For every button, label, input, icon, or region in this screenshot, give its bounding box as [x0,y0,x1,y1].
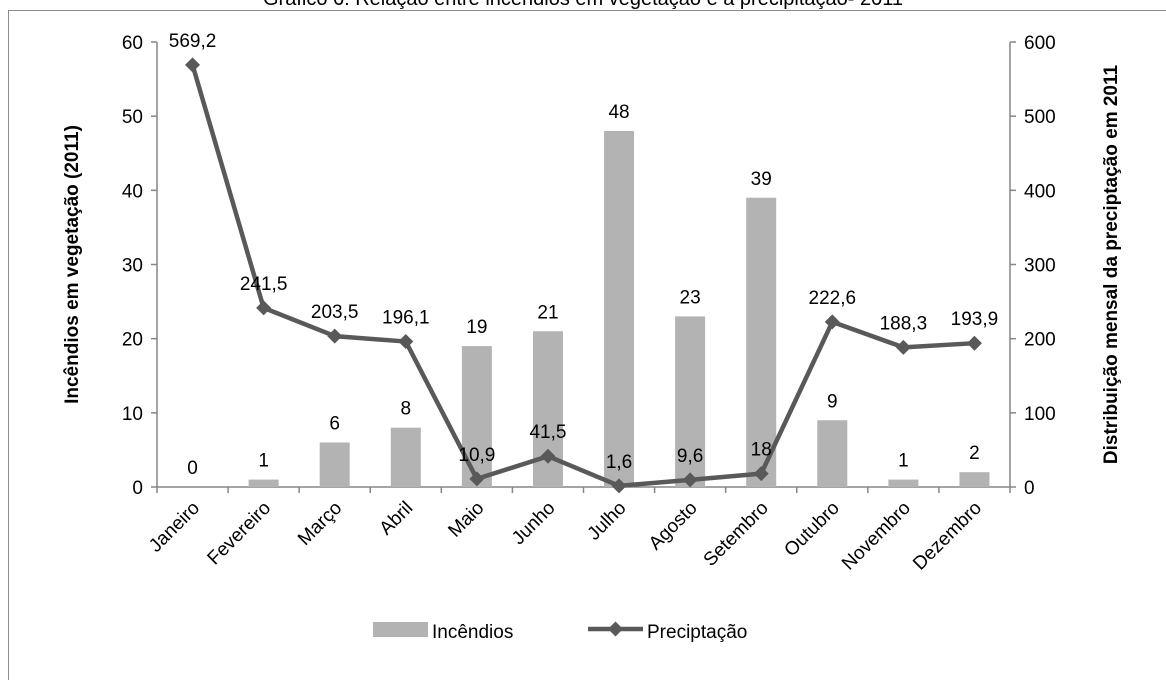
y-left-tick-label: 40 [122,181,143,202]
point-preciptacao [185,57,200,72]
line-data-label: 9,6 [677,446,703,467]
line-data-label: 41,5 [529,422,566,443]
bar-data-label: 1 [258,451,269,472]
y-right-tick-label: 300 [1024,256,1056,277]
y-left-tick-label: 30 [122,256,143,277]
x-category-label: Junho [508,498,559,549]
line-data-label: 203,5 [311,302,359,323]
legend: Incêndios Preciptação [373,622,747,644]
legend-label-preciptacao: Preciptação [647,622,747,643]
y-right-tick-label: 200 [1024,330,1056,351]
y-right-tick-label: 0 [1024,478,1035,499]
bar-incendios [604,131,634,487]
bar-data-label: 1 [898,451,909,472]
legend-swatch-incendios [373,622,428,637]
y-left-tick-label: 10 [122,404,143,425]
x-category-label: Julho [584,498,631,545]
line-data-label: 188,3 [880,313,928,334]
bar-incendios [249,480,279,487]
x-category-label: Maio [444,498,488,542]
x-category-label: Janeiro [145,498,204,557]
y-right-tick-label: 400 [1024,181,1056,202]
y-right-tick-label: 500 [1024,107,1056,128]
bar-data-label: 19 [466,317,487,338]
bar-incendios [959,472,989,487]
y-left-tick-label: 50 [122,107,143,128]
y-right-tick-label: 600 [1024,33,1056,54]
line-data-label: 1,6 [606,452,632,473]
x-category-label: Março [294,498,346,550]
x-category-label: Setembro [700,498,773,571]
x-category-label: Abril [376,498,418,540]
point-preciptacao [967,336,982,351]
bar-data-label: 39 [751,169,772,190]
y-axis-right-title: Distribuição mensal da preciptação em 20… [1101,64,1122,464]
bar-data-label: 23 [680,287,701,308]
point-preciptacao [327,329,342,344]
legend-marker-preciptacao [608,622,623,637]
bar-data-label: 2 [969,443,980,464]
line-data-label: 193,9 [951,309,999,330]
line-data-label: 196,1 [382,308,430,329]
bar-data-label: 48 [608,102,629,123]
x-category-label: Dezembro [909,498,986,575]
y-right-tick-label: 100 [1024,404,1056,425]
line-data-label: 18 [751,440,772,461]
data-labels: 0 1 6 8 19 21 48 23 39 9 1 2 569,2 241,5 203,5 196,1 10,… [169,31,998,479]
line-data-label: 10,9 [458,445,495,466]
bar-incendios [888,480,918,487]
bar-data-label: 0 [187,458,198,479]
y-axis-left-title: Incêndios em vegetação (2011) [62,125,83,404]
line-preciptacao [193,65,975,486]
line-data-label: 569,2 [169,31,217,52]
legend-label-incendios: Incêndios [432,622,513,643]
x-category-label: Novembro [838,498,915,575]
line-data-label: 222,6 [809,288,857,309]
precipitation-line [185,57,982,493]
y-left-tick-label: 0 [132,478,143,499]
x-category-label: Agosto [645,498,702,555]
y-left-tick-label: 20 [122,330,143,351]
bar-data-label: 21 [537,302,558,323]
bars [249,131,990,487]
point-preciptacao [896,340,911,355]
bar-data-label: 6 [329,414,340,435]
bar-incendios [320,443,350,488]
x-category-label: Fevereiro [204,498,276,570]
bar-data-label: 8 [401,399,412,420]
bar-incendios [391,428,421,487]
bar-incendios [817,420,847,487]
y-left-tick-label: 60 [122,33,143,54]
point-preciptacao [256,300,271,315]
x-category-label: Outubro [780,498,843,561]
line-data-label: 241,5 [240,274,288,295]
bar-data-label: 9 [827,391,838,412]
point-preciptacao [825,314,840,329]
